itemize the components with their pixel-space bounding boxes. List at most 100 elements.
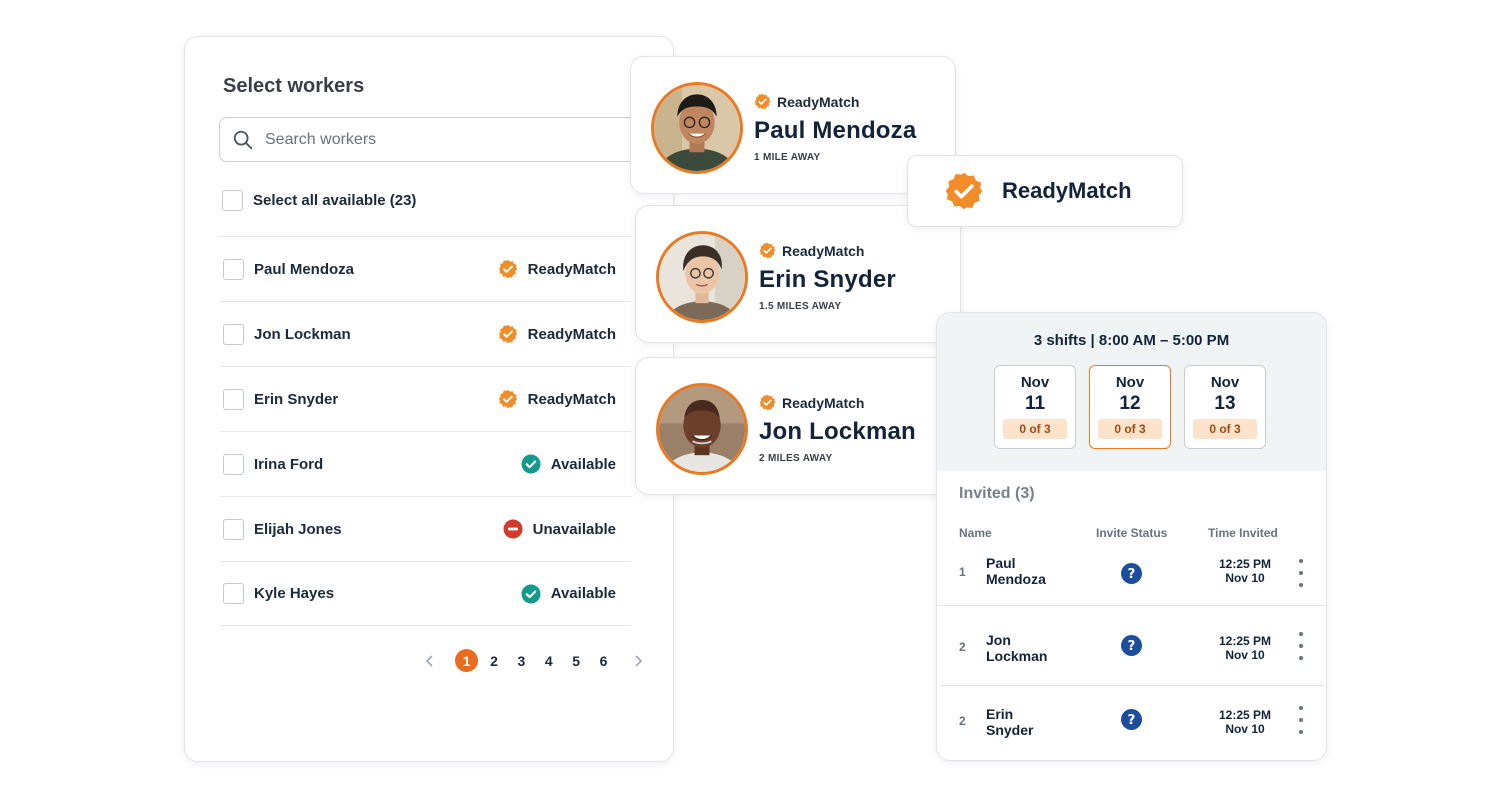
invite-time: 12:25 PM Nov 10 [1209, 708, 1281, 736]
readymatch-text: ReadyMatch [782, 242, 865, 259]
profile-distance: 1.5 MILES AWAY [759, 301, 842, 312]
worker-row[interactable]: Erin Snyder ReadyMatch [220, 366, 631, 431]
profile-card-erin[interactable]: ReadyMatch Erin Snyder 1.5 MILES AWAY [635, 205, 961, 343]
invite-name: Erin Snyder [986, 706, 1076, 738]
invite-first-name: Jon [986, 632, 1011, 648]
worker-status-label: Available [550, 585, 616, 602]
page-button-1[interactable]: 1 [455, 649, 479, 672]
day-fill-count: 0 of 3 [1193, 419, 1257, 439]
invite-last-name: Snyder [986, 722, 1034, 738]
worker-status-label: Unavailable [532, 520, 616, 538]
check-circle-icon [521, 454, 541, 474]
worker-row[interactable]: Paul Mendoza ReadyMatch [220, 236, 631, 301]
invite-row-number: 2 [959, 640, 966, 654]
question-circle-icon[interactable]: ? [1121, 709, 1142, 730]
shift-day-nov-11[interactable]: Nov 11 0 of 3 [994, 365, 1076, 449]
select-all-checkbox[interactable] [222, 190, 243, 211]
column-header-invite-status: Invite Status [1096, 526, 1168, 540]
avatar [651, 82, 743, 174]
day-month: Nov [1115, 374, 1145, 391]
page-button-3[interactable]: 3 [517, 652, 526, 669]
more-options-icon[interactable] [1297, 632, 1305, 660]
worker-name: Jon Lockman [254, 325, 351, 343]
panel-title: Select workers [223, 75, 365, 97]
svg-text:?: ? [1128, 712, 1136, 728]
chevron-right-icon[interactable] [629, 652, 647, 670]
worker-row[interactable]: Kyle Hayes Available [220, 561, 631, 626]
worker-checkbox[interactable] [223, 388, 244, 410]
shift-summary: 3 shifts | 8:00 AM – 5:00 PM [1033, 332, 1230, 349]
select-workers-panel: Select workers Select all available (23)… [184, 36, 674, 762]
worker-checkbox[interactable] [223, 258, 244, 280]
check-circle-icon [521, 584, 541, 604]
shift-days: Nov 11 0 of 3 Nov 12 0 of 3 Nov 13 0 of … [994, 365, 1279, 449]
invite-time-date: Nov 10 [1225, 648, 1265, 662]
readymatch-badge-icon [498, 259, 518, 279]
page-button-5[interactable]: 5 [572, 652, 581, 669]
worker-row[interactable]: Irina Ford Available [220, 431, 631, 496]
worker-status: ReadyMatch [498, 324, 616, 344]
worker-checkbox[interactable] [223, 518, 244, 540]
worker-name: Elijah Jones [254, 520, 342, 538]
day-number: 11 [1024, 393, 1046, 414]
worker-status-label: ReadyMatch [527, 390, 616, 408]
select-all-row[interactable]: Select all available (23) [222, 190, 416, 211]
profile-name: Erin Snyder [759, 266, 896, 293]
search-input[interactable] [265, 130, 605, 149]
row-divider [941, 685, 1324, 686]
worker-status-label: Available [550, 455, 616, 473]
page-button-6[interactable]: 6 [599, 652, 608, 669]
question-circle-icon[interactable]: ? [1121, 635, 1142, 656]
question-circle-icon[interactable]: ? [1121, 563, 1142, 584]
minus-circle-icon [503, 519, 523, 539]
worker-status: Unavailable [503, 519, 616, 539]
page-button-4[interactable]: 4 [544, 652, 553, 669]
more-options-icon[interactable] [1297, 706, 1305, 734]
invite-time: 12:25 PM Nov 10 [1209, 557, 1281, 585]
invite-last-name: Mendoza [986, 571, 1046, 587]
invite-last-name: Lockman [986, 648, 1048, 664]
shift-day-nov-13[interactable]: Nov 13 0 of 3 [1184, 365, 1266, 449]
chevron-left-icon[interactable] [421, 652, 439, 670]
worker-list: Paul Mendoza ReadyMatch Jon Lockman Read… [220, 236, 631, 626]
invite-time-clock: 12:25 PM [1218, 708, 1272, 722]
worker-name: Kyle Hayes [254, 585, 335, 602]
worker-checkbox[interactable] [223, 453, 244, 475]
worker-row[interactable]: Jon Lockman ReadyMatch [220, 301, 631, 366]
readymatch-badge-icon [759, 394, 776, 411]
profile-card-jon[interactable]: ReadyMatch Jon Lockman 2 MILES AWAY [635, 357, 961, 495]
readymatch-badge-icon [754, 93, 771, 110]
worker-status: Available [521, 584, 616, 604]
page-button-2[interactable]: 2 [490, 652, 498, 669]
search-box[interactable] [219, 117, 639, 162]
readymatch-badge-icon [498, 389, 518, 409]
worker-checkbox[interactable] [223, 583, 244, 604]
day-fill-count: 0 of 3 [1098, 419, 1162, 439]
column-header-time-invited: Time Invited [1208, 526, 1278, 540]
profile-card-paul[interactable]: ReadyMatch Paul Mendoza 1 MILE AWAY [630, 56, 956, 194]
shift-invites-panel: 3 shifts | 8:00 AM – 5:00 PM Nov 11 0 of… [936, 312, 1327, 761]
invite-time-date: Nov 10 [1225, 722, 1265, 736]
readymatch-label: ReadyMatch [754, 93, 859, 110]
invite-first-name: Erin [986, 706, 1014, 722]
readymatch-text: ReadyMatch [777, 93, 860, 110]
readymatch-label: ReadyMatch [759, 394, 864, 411]
worker-status: ReadyMatch [498, 389, 616, 409]
search-icon [233, 130, 253, 149]
worker-status: ReadyMatch [498, 259, 616, 279]
avatar [656, 383, 748, 475]
worker-name: Erin Snyder [254, 390, 339, 408]
readymatch-badge-label: ReadyMatch [1002, 178, 1132, 203]
worker-status-label: ReadyMatch [527, 325, 616, 343]
shift-day-nov-12[interactable]: Nov 12 0 of 3 [1089, 365, 1171, 449]
readymatch-badge-icon [945, 172, 983, 210]
day-number: 12 [1119, 393, 1141, 414]
worker-checkbox[interactable] [223, 323, 244, 345]
worker-status-label: ReadyMatch [527, 260, 616, 278]
invite-time-clock: 12:25 PM [1218, 634, 1272, 648]
worker-row[interactable]: Elijah Jones Unavailable [220, 496, 631, 561]
readymatch-label: ReadyMatch [759, 242, 864, 259]
svg-text:?: ? [1128, 566, 1136, 582]
more-options-icon[interactable] [1297, 559, 1305, 587]
profile-name: Paul Mendoza [754, 117, 917, 144]
